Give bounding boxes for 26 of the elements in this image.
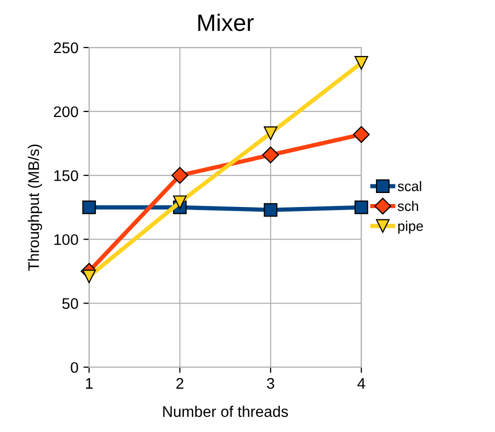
legend-label: sch [398,200,418,212]
x-tick-label: 2 [176,378,184,389]
point [262,146,280,164]
point [352,126,370,143]
point [82,270,96,284]
y-tick-label: 250 [54,42,78,54]
point [173,195,187,210]
point [264,203,278,217]
legend-label: pipe [398,220,423,234]
y-tick-label: 0 [70,362,78,373]
x-tick-label: 3 [266,378,274,389]
y-axis-title: Throughput (MB/s) [28,144,42,271]
point [264,126,278,140]
chart-title: Mixer [198,14,254,32]
y-tick-label: 50 [62,298,78,309]
x-tick-label: 4 [357,378,366,389]
point [354,200,368,214]
y-tick-label: 200 [54,106,78,118]
x-tick-label: 1 [86,378,93,389]
y-tick-label: 100 [54,234,78,246]
y-tick-label: 150 [54,170,78,182]
x-axis-title: Number of threads [163,406,288,417]
point [82,200,96,214]
point [171,166,188,184]
point [354,56,368,70]
legend-label: scal [398,180,422,192]
